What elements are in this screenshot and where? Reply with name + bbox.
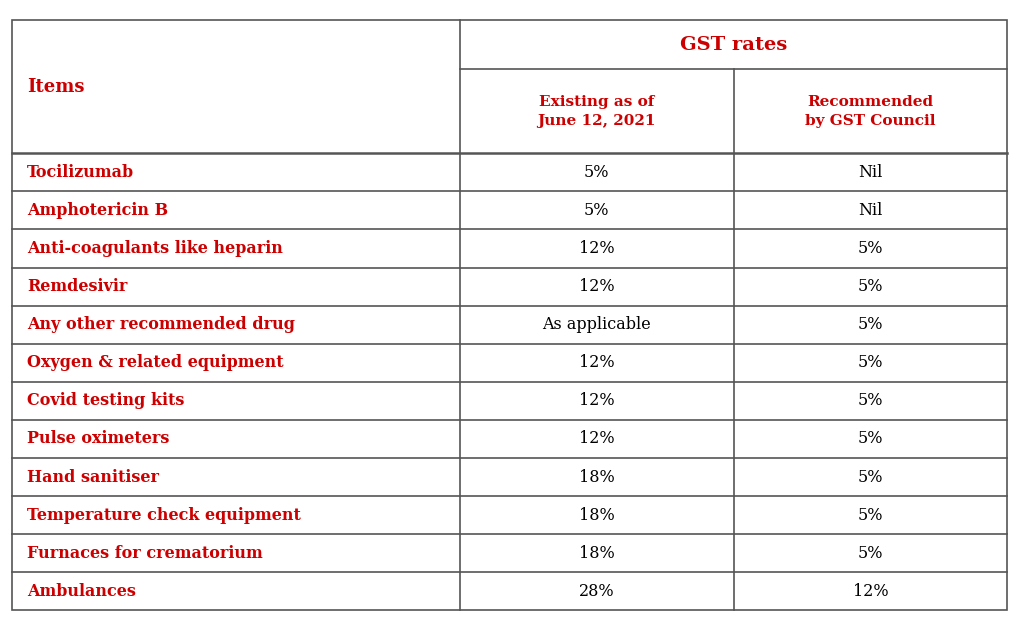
Text: Items: Items xyxy=(26,77,85,96)
Text: 12%: 12% xyxy=(579,278,614,295)
Text: Nil: Nil xyxy=(858,164,882,180)
Text: Ambulances: Ambulances xyxy=(26,583,136,600)
Text: Tocilizumab: Tocilizumab xyxy=(26,164,133,180)
Text: Nil: Nil xyxy=(858,202,882,219)
Text: 12%: 12% xyxy=(579,354,614,371)
Text: 5%: 5% xyxy=(858,431,883,447)
Text: 18%: 18% xyxy=(579,545,614,562)
Text: Temperature check equipment: Temperature check equipment xyxy=(26,507,301,523)
Text: 28%: 28% xyxy=(579,583,614,600)
Text: 5%: 5% xyxy=(858,278,883,295)
Text: 12%: 12% xyxy=(579,392,614,409)
Text: 5%: 5% xyxy=(858,354,883,371)
Text: Amphotericin B: Amphotericin B xyxy=(26,202,168,219)
Text: Oxygen & related equipment: Oxygen & related equipment xyxy=(26,354,283,371)
Text: 18%: 18% xyxy=(579,507,614,523)
Text: Any other recommended drug: Any other recommended drug xyxy=(26,316,294,333)
Text: 18%: 18% xyxy=(579,468,614,486)
Text: Existing as of
June 12, 2021: Existing as of June 12, 2021 xyxy=(537,95,656,128)
Text: As applicable: As applicable xyxy=(542,316,651,333)
Text: 12%: 12% xyxy=(853,583,889,600)
Text: Recommended
by GST Council: Recommended by GST Council xyxy=(805,95,935,128)
Text: 12%: 12% xyxy=(579,240,614,257)
Text: Pulse oximeters: Pulse oximeters xyxy=(26,431,169,447)
Text: 12%: 12% xyxy=(579,431,614,447)
Text: GST rates: GST rates xyxy=(680,36,788,54)
Text: 5%: 5% xyxy=(584,164,609,180)
Text: Anti-coagulants like heparin: Anti-coagulants like heparin xyxy=(26,240,282,257)
Text: 5%: 5% xyxy=(858,316,883,333)
Text: Remdesivir: Remdesivir xyxy=(26,278,127,295)
Text: 5%: 5% xyxy=(858,545,883,562)
Text: 5%: 5% xyxy=(858,507,883,523)
Text: Furnaces for crematorium: Furnaces for crematorium xyxy=(26,545,263,562)
Text: 5%: 5% xyxy=(858,392,883,409)
Text: Covid testing kits: Covid testing kits xyxy=(26,392,184,409)
Text: 5%: 5% xyxy=(858,240,883,257)
Text: 5%: 5% xyxy=(858,468,883,486)
Text: Hand sanitiser: Hand sanitiser xyxy=(26,468,159,486)
Text: 5%: 5% xyxy=(584,202,609,219)
